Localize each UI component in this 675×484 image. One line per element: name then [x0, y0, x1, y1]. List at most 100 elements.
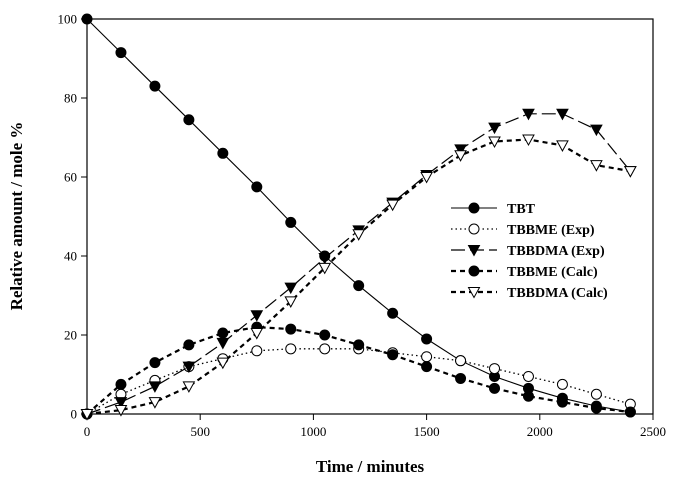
data-point	[284, 296, 298, 308]
x-tick-label: 1500	[414, 424, 440, 439]
data-point	[455, 372, 467, 384]
data-point	[386, 199, 399, 212]
data-point	[81, 13, 93, 25]
data-point	[522, 108, 535, 121]
series-0	[81, 13, 636, 418]
data-point	[250, 328, 264, 340]
data-point	[182, 381, 196, 393]
legend-entry: TBBDMA (Calc)	[451, 286, 608, 301]
data-point	[216, 357, 230, 370]
data-point	[455, 355, 467, 367]
data-point	[489, 382, 501, 394]
data-point	[624, 166, 637, 178]
legend-marker	[467, 287, 481, 299]
data-point	[590, 402, 602, 414]
legend-entry: TBBDMA (Exp)	[451, 244, 605, 259]
data-point	[454, 150, 467, 162]
data-point	[80, 409, 94, 421]
data-point	[251, 181, 263, 193]
data-point	[421, 333, 433, 345]
data-point	[183, 114, 195, 126]
x-tick-label: 2500	[640, 424, 666, 439]
data-point	[352, 229, 366, 241]
data-point	[488, 136, 501, 148]
data-point	[318, 262, 332, 275]
data-point	[556, 140, 569, 152]
data-point	[556, 108, 569, 121]
legend-marker	[468, 202, 480, 214]
data-point	[149, 357, 161, 369]
data-point	[590, 124, 603, 137]
legend-marker	[468, 265, 480, 277]
legend-label: TBT	[507, 202, 536, 217]
data-point	[488, 122, 501, 135]
series-line	[86, 348, 631, 415]
series-group	[80, 13, 637, 421]
data-point	[420, 172, 433, 184]
data-point	[522, 134, 535, 147]
data-point	[556, 378, 568, 390]
x-tick-label: 2000	[527, 424, 553, 439]
data-point	[387, 349, 399, 361]
data-point	[149, 80, 161, 92]
legend-label: TBBME (Exp)	[507, 223, 595, 238]
data-point	[183, 339, 195, 351]
data-point	[318, 252, 332, 265]
x-axis-title: Time / minutes	[316, 457, 425, 476]
data-point	[489, 363, 501, 375]
data-point	[590, 160, 603, 172]
data-point	[217, 147, 229, 159]
legend: TBT TBBME (Exp) TBBDMA (Exp) TBBME (Calc) TB…	[451, 202, 608, 301]
data-point	[556, 396, 568, 408]
data-point	[421, 351, 433, 363]
data-point	[353, 280, 365, 292]
axis-ticks: 0 500 1000 1500 2000 2500 0 20 40 60 80 100	[58, 12, 667, 440]
data-point	[421, 361, 433, 373]
x-tick-label: 0	[84, 424, 91, 439]
data-point	[387, 307, 399, 319]
data-point	[217, 327, 229, 339]
y-tick-label: 40	[64, 249, 77, 264]
data-point	[115, 378, 127, 390]
series-4	[80, 134, 637, 421]
y-tick-label: 20	[64, 328, 77, 343]
y-tick-label: 0	[71, 407, 78, 422]
data-point	[522, 370, 534, 382]
legend-label: TBBDMA (Calc)	[507, 286, 608, 301]
x-tick-label: 500	[190, 424, 210, 439]
legend-entry: TBBME (Exp)	[451, 223, 595, 238]
data-point	[522, 390, 534, 402]
data-point	[319, 343, 331, 355]
data-point	[114, 397, 128, 409]
y-axis-title: Relative amount / mole %	[7, 122, 26, 311]
legend-label: TBBME (Calc)	[507, 265, 598, 280]
legend-label: TBBDMA (Exp)	[507, 244, 605, 259]
data-point	[250, 310, 264, 322]
y-tick-label: 60	[64, 170, 77, 185]
y-tick-label: 100	[58, 12, 78, 27]
legend-marker	[467, 245, 481, 257]
data-point	[454, 144, 467, 156]
legend-entry: TBT	[451, 202, 536, 217]
series-3	[81, 321, 636, 420]
plot-frame	[86, 18, 654, 415]
data-point	[624, 406, 636, 418]
data-point	[590, 388, 602, 400]
y-tick-label: 80	[64, 91, 77, 106]
data-point	[285, 343, 297, 355]
data-point	[285, 216, 297, 228]
data-point	[285, 323, 297, 335]
legend-entry: TBBME (Calc)	[451, 265, 598, 280]
data-point	[114, 405, 128, 417]
data-point	[319, 329, 331, 341]
data-point	[148, 397, 162, 409]
data-point	[216, 337, 230, 350]
data-point	[148, 381, 162, 393]
data-point	[115, 47, 127, 59]
series-1	[81, 343, 636, 420]
data-point	[284, 282, 298, 295]
legend-marker	[468, 223, 480, 235]
data-point	[353, 339, 365, 351]
data-point	[182, 361, 196, 374]
